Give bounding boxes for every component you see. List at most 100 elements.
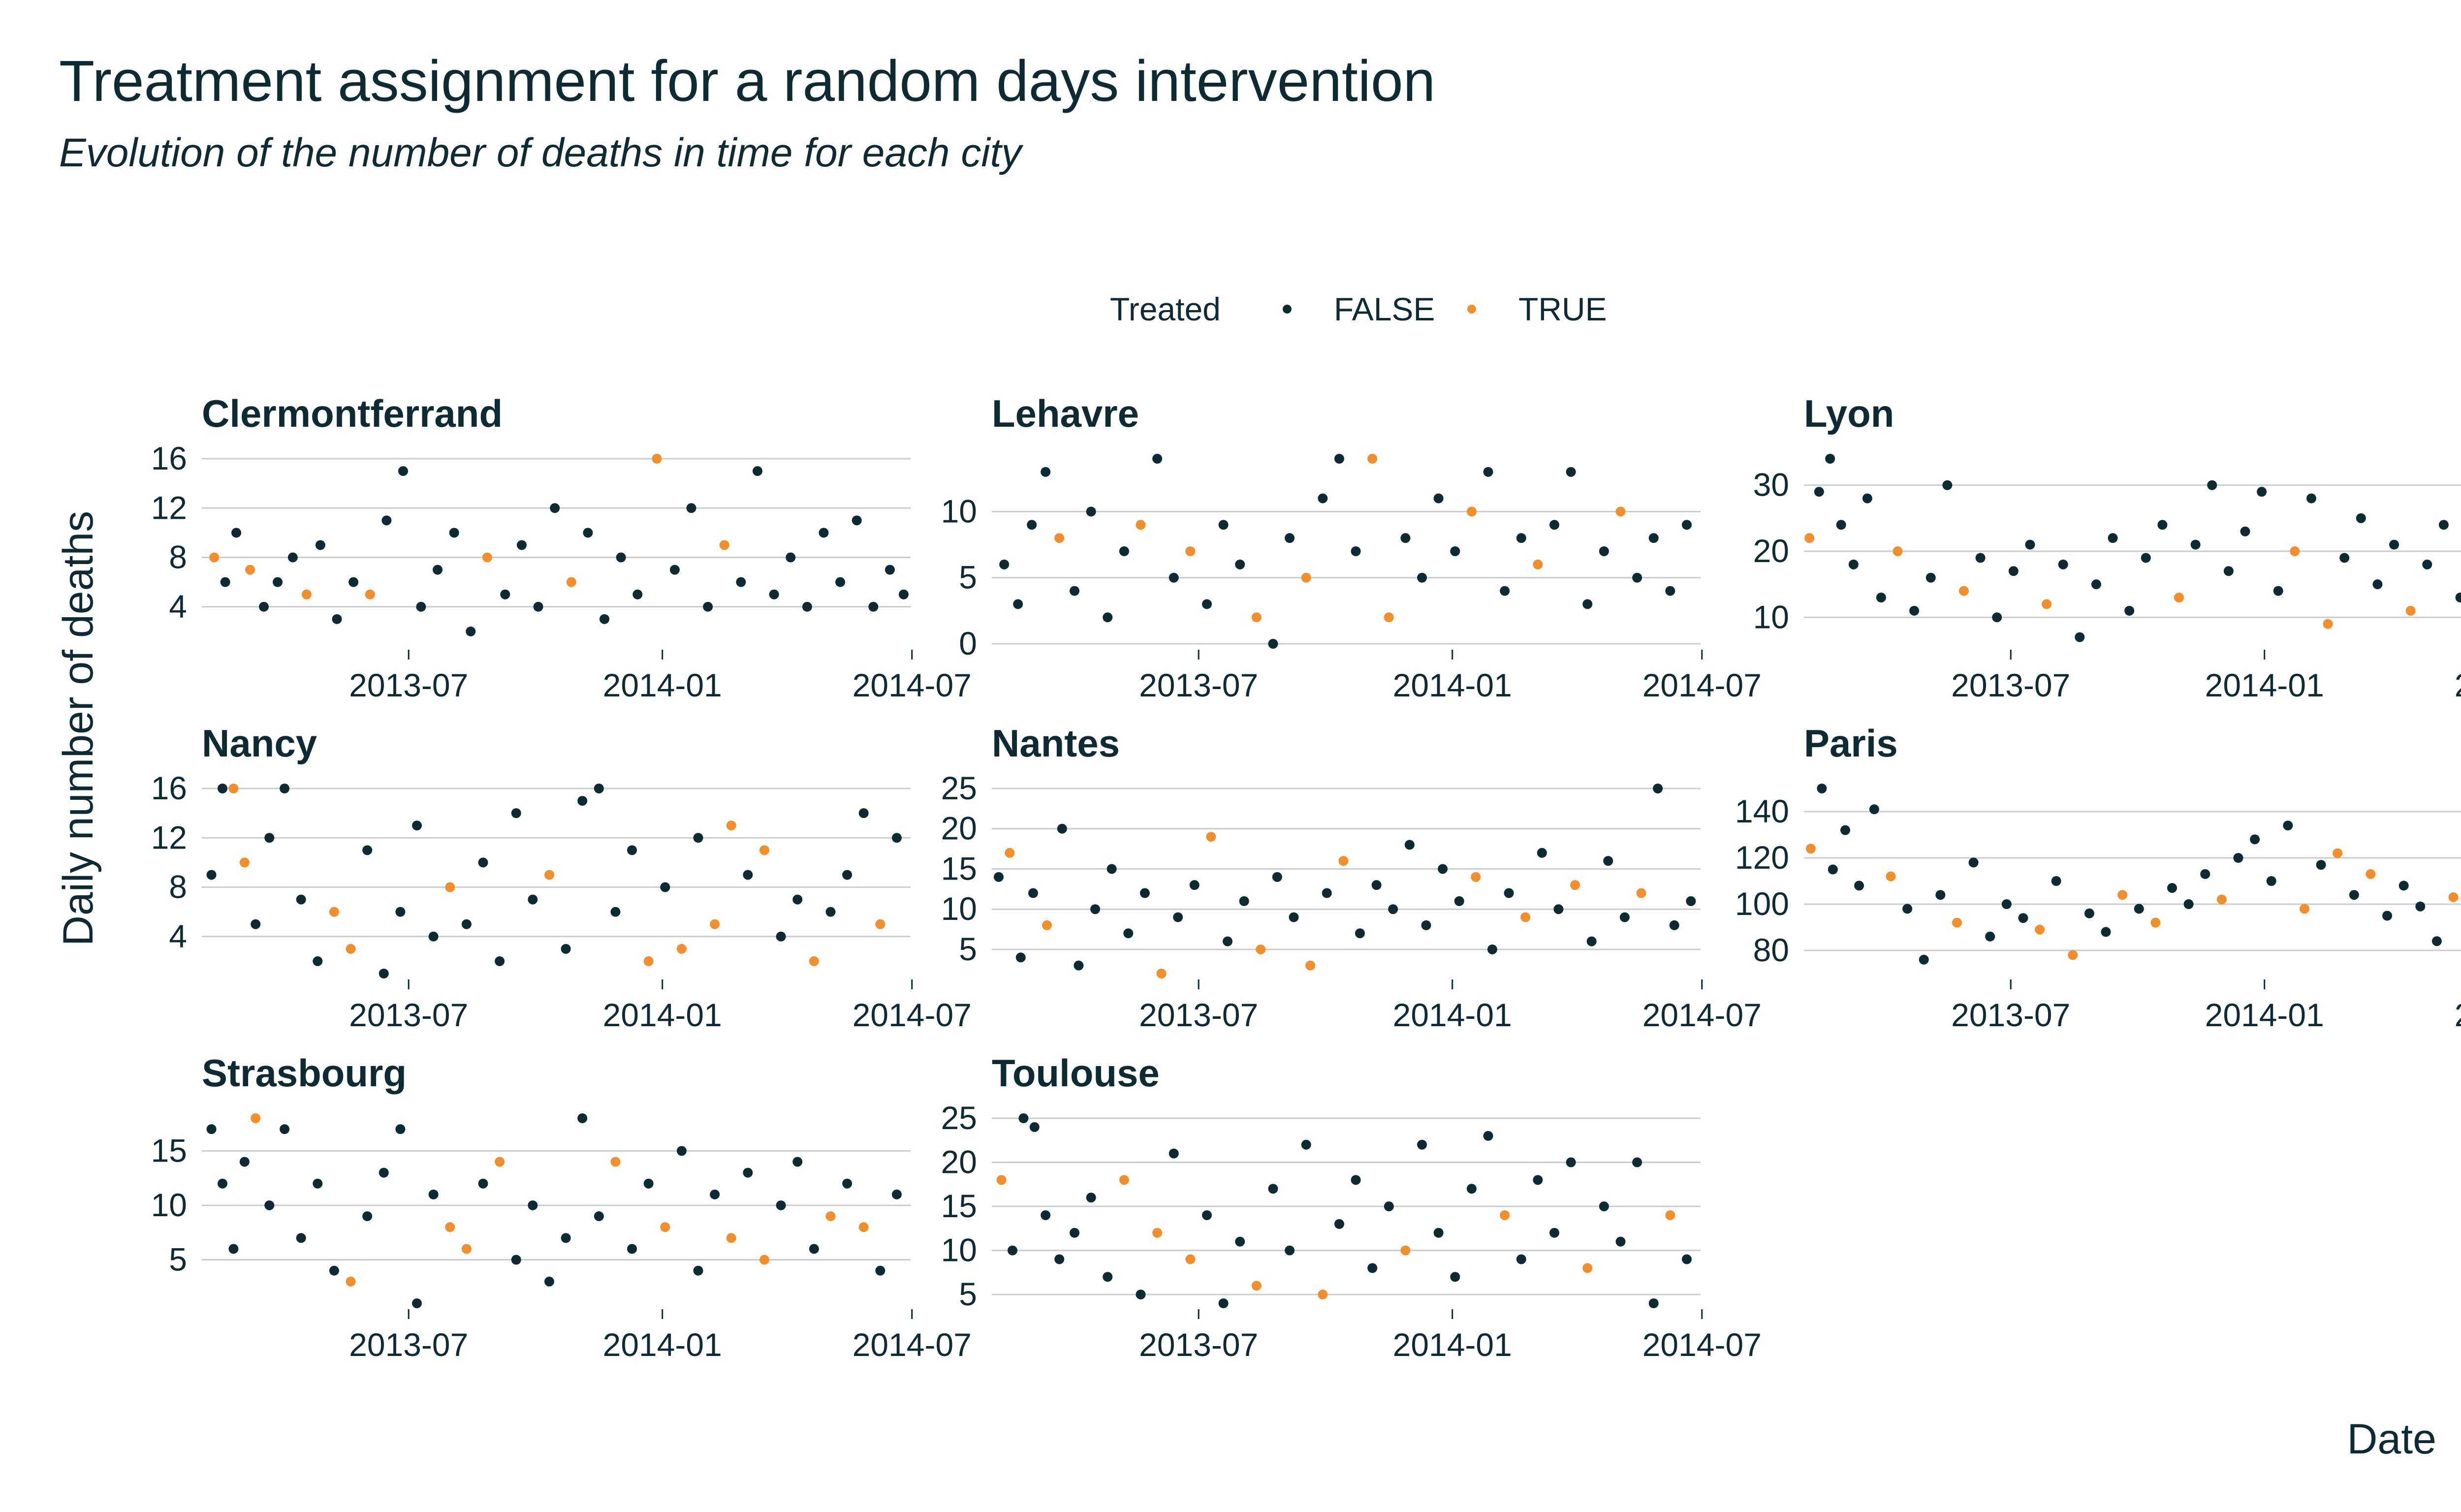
point-untreated — [206, 870, 217, 880]
point-untreated — [511, 808, 521, 819]
point-treated — [1952, 917, 1962, 928]
point-untreated — [643, 1178, 654, 1189]
x-tick-label: 2014-01 — [2205, 667, 2324, 703]
point-untreated — [362, 845, 373, 855]
point-untreated — [1173, 912, 1183, 922]
point-untreated — [703, 601, 713, 612]
legend-key-true — [1467, 305, 1476, 314]
point-treated — [1665, 1210, 1675, 1220]
y-tick-label: 10 — [151, 1187, 187, 1223]
point-untreated — [1669, 920, 1679, 930]
point-untreated — [1334, 1219, 1344, 1229]
point-treated — [1367, 454, 1378, 464]
point-untreated — [412, 820, 422, 831]
point-treated — [1156, 969, 1167, 978]
y-tick-label: 5 — [959, 931, 977, 967]
point-untreated — [2200, 869, 2210, 879]
point-untreated — [583, 528, 593, 538]
point-untreated — [239, 1157, 250, 1167]
point-treated — [2405, 605, 2416, 616]
point-treated — [875, 919, 885, 929]
point-untreated — [1202, 1210, 1212, 1220]
point-treated — [726, 820, 736, 831]
point-untreated — [1619, 912, 1630, 922]
point-untreated — [1417, 572, 1427, 583]
point-untreated — [251, 919, 261, 929]
point-untreated — [1603, 856, 1613, 866]
point-untreated — [2372, 579, 2383, 590]
point-untreated — [478, 857, 488, 868]
point-untreated — [528, 1200, 538, 1210]
point-treated — [676, 944, 687, 954]
point-untreated — [1029, 1122, 1040, 1132]
point-untreated — [1018, 1113, 1029, 1123]
point-untreated — [416, 601, 426, 612]
point-untreated — [280, 1124, 290, 1134]
point-untreated — [792, 1157, 803, 1167]
point-untreated — [296, 894, 306, 905]
point-untreated — [842, 870, 852, 880]
point-untreated — [868, 601, 879, 612]
point-treated — [346, 944, 356, 954]
y-tick-label: 8 — [169, 539, 187, 575]
point-treated — [2290, 546, 2300, 556]
y-tick-label: 10 — [941, 493, 977, 529]
panel-title: Nancy — [202, 722, 317, 765]
point-untreated — [315, 540, 325, 550]
point-untreated — [2001, 899, 2012, 909]
point-untreated — [2306, 493, 2316, 504]
point-untreated — [1119, 546, 1129, 556]
legend-label-true: TRUE — [1518, 291, 1607, 327]
point-untreated — [1566, 467, 1576, 477]
point-untreated — [1433, 493, 1444, 504]
point-treated — [1615, 506, 1626, 517]
point-treated — [1500, 1210, 1510, 1220]
point-treated — [1042, 920, 1052, 930]
point-untreated — [1599, 1201, 1609, 1212]
point-untreated — [1218, 520, 1229, 530]
y-tick-label: 10 — [1753, 598, 1789, 635]
point-untreated — [1653, 784, 1663, 793]
point-untreated — [1992, 612, 2002, 623]
point-untreated — [2025, 539, 2035, 550]
y-tick-label: 12 — [151, 489, 187, 526]
point-untreated — [1632, 572, 1642, 583]
point-treated — [301, 589, 312, 599]
point-untreated — [753, 466, 763, 476]
x-axis-label: Date — [2347, 1416, 2436, 1463]
point-untreated — [228, 1244, 239, 1254]
x-tick-label: 2014-07 — [1642, 997, 1762, 1033]
point-untreated — [428, 1189, 439, 1199]
point-treated — [566, 577, 576, 587]
point-untreated — [1648, 1298, 1659, 1308]
point-untreated — [280, 784, 290, 793]
point-treated — [759, 845, 770, 855]
point-treated — [2150, 917, 2161, 928]
point-treated — [251, 1113, 261, 1123]
point-untreated — [1103, 612, 1113, 623]
point-untreated — [206, 1124, 217, 1134]
point-untreated — [743, 1167, 753, 1178]
point-untreated — [1686, 896, 1696, 906]
point-untreated — [1152, 454, 1163, 464]
point-untreated — [1681, 1254, 1692, 1264]
point-untreated — [809, 1244, 819, 1254]
point-untreated — [1070, 586, 1080, 596]
point-treated — [759, 1255, 770, 1265]
point-treated — [2068, 950, 2078, 960]
y-tick-label: 20 — [941, 810, 977, 847]
point-untreated — [1615, 1236, 1626, 1247]
point-untreated — [478, 1178, 488, 1189]
point-untreated — [2339, 553, 2350, 563]
point-untreated — [2058, 559, 2068, 569]
point-treated — [1185, 1254, 1196, 1264]
y-tick-label: 20 — [1753, 533, 1789, 569]
point-treated — [1301, 572, 1311, 583]
point-treated — [1185, 546, 1196, 556]
point-untreated — [2250, 834, 2260, 845]
point-untreated — [495, 956, 505, 966]
point-untreated — [2455, 593, 2461, 602]
point-untreated — [273, 577, 283, 587]
point-untreated — [1836, 520, 1846, 530]
